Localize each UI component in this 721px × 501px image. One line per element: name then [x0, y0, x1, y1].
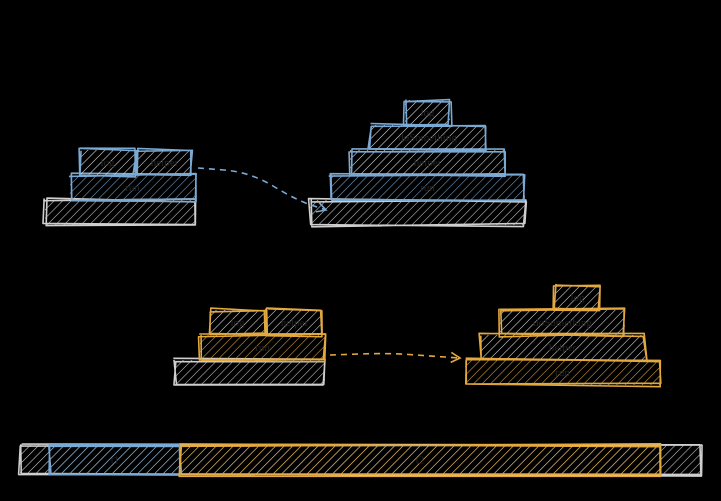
- label-g2-log: log: [420, 107, 435, 119]
- label-g1-run: run: [125, 182, 140, 194]
- arrow-a1: [198, 168, 326, 210]
- label-g4-do: doSomething: [533, 317, 592, 329]
- label-g4-help: helper: [549, 342, 577, 354]
- label-g2-do: doSomething: [398, 132, 457, 144]
- diagram-canvas: run log helper run helper doSomething log run lo…: [0, 0, 721, 501]
- box-g1-base: [45, 200, 195, 225]
- box-g2-base: [310, 200, 525, 225]
- label-g2-run: run: [420, 182, 435, 194]
- label-g4-run: run: [555, 367, 570, 379]
- label-g3-log: log: [230, 317, 245, 329]
- arrow-a2: [330, 354, 460, 358]
- label-g4-log: log: [570, 292, 585, 304]
- label-g2-help: helper: [414, 157, 442, 169]
- label-g1-help: helper: [151, 157, 179, 169]
- box-g3-base: [175, 360, 325, 385]
- label-tl-left: t1: [111, 455, 120, 467]
- label-g3-help: helper: [281, 317, 309, 329]
- label-g1-log: log: [100, 157, 115, 169]
- label-tl-right: t2: [416, 455, 425, 467]
- label-g3-run: run: [255, 342, 270, 354]
